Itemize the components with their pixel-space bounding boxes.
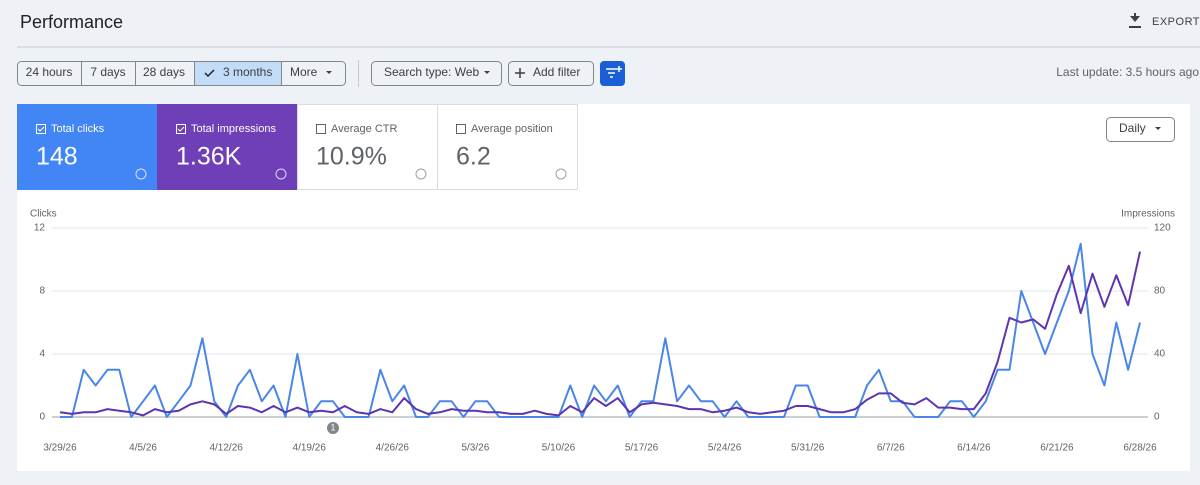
metric-label: Total impressions bbox=[191, 123, 276, 135]
y-tick-label: 0 bbox=[39, 412, 45, 423]
help-icon[interactable] bbox=[415, 168, 427, 180]
metric-label: Average CTR bbox=[331, 123, 397, 135]
help-icon[interactable] bbox=[555, 168, 567, 180]
checkbox bbox=[36, 124, 46, 134]
metric-label: Total clicks bbox=[51, 123, 105, 135]
export-icon bbox=[1129, 13, 1141, 28]
range-button[interactable]: 3 months bbox=[223, 65, 272, 79]
y2-tick-label: 0 bbox=[1154, 412, 1160, 423]
y-tick-label: 4 bbox=[39, 349, 45, 360]
range-button[interactable]: 24 hours bbox=[26, 65, 73, 79]
x-tick-label: 6/7/26 bbox=[877, 443, 905, 454]
card-bg bbox=[297, 104, 438, 190]
add-filter-button[interactable]: Add filter bbox=[508, 61, 594, 86]
x-tick-label: 5/17/26 bbox=[625, 443, 659, 454]
annotation-marker bbox=[327, 422, 339, 434]
y-tick-label: 12 bbox=[34, 223, 46, 234]
add-filter-label: Add filter bbox=[533, 65, 580, 79]
x-tick-label: 3/29/26 bbox=[43, 443, 77, 454]
y-axis-label: Clicks bbox=[30, 209, 57, 220]
x-tick-label: 6/28/26 bbox=[1123, 443, 1157, 454]
series-line bbox=[60, 242, 1141, 418]
x-tick-label: 6/14/26 bbox=[957, 443, 991, 454]
caret bbox=[484, 71, 490, 74]
x-tick-label: 4/19/26 bbox=[293, 443, 327, 454]
page-title: Performance bbox=[20, 12, 123, 32]
range-selected bbox=[194, 62, 281, 85]
range-button[interactable]: 7 days bbox=[90, 65, 125, 79]
range-button[interactable]: More bbox=[290, 65, 318, 79]
card-bg bbox=[17, 104, 157, 190]
help-icon[interactable] bbox=[135, 168, 147, 180]
export-button[interactable]: EXPORT bbox=[1129, 13, 1200, 28]
caret bbox=[1155, 127, 1161, 130]
annotation-label: 1 bbox=[330, 422, 335, 432]
range-group: 24 hours 7 days 28 days 3 months More bbox=[17, 61, 346, 86]
metric-card[interactable]: Average CTR 10.9% bbox=[297, 104, 438, 190]
x-tick-label: 4/26/26 bbox=[376, 443, 410, 454]
x-tick-label: 4/12/26 bbox=[209, 443, 243, 454]
dropdown-outline bbox=[1106, 117, 1175, 142]
metric-value: 10.9% bbox=[316, 143, 387, 171]
search-type-button[interactable]: Search type: Web bbox=[371, 61, 502, 86]
metric-label: Average position bbox=[471, 123, 553, 135]
checkbox bbox=[316, 124, 326, 134]
card-bg bbox=[437, 104, 578, 190]
check bbox=[177, 126, 185, 132]
check-icon bbox=[204, 69, 215, 78]
granularity-label: Daily bbox=[1119, 121, 1146, 135]
checkbox bbox=[456, 124, 466, 134]
granularity-dropdown[interactable]: Daily bbox=[1106, 117, 1175, 142]
metric-value: 1.36K bbox=[176, 143, 242, 171]
y-tick-label: 8 bbox=[39, 286, 45, 297]
button-outline bbox=[371, 61, 502, 86]
x-tick-label: 5/10/26 bbox=[542, 443, 576, 454]
checkbox bbox=[176, 124, 186, 134]
annotation[interactable]: 1 bbox=[327, 422, 339, 434]
metric-card[interactable]: Average position 6.2 bbox=[437, 104, 578, 190]
metric-card[interactable]: Total clicks 148 bbox=[17, 104, 157, 190]
filter-icon bbox=[606, 66, 622, 78]
card-bg bbox=[157, 104, 297, 190]
search-type-label: Search type: Web bbox=[384, 65, 479, 79]
y2-tick-label: 80 bbox=[1154, 286, 1166, 297]
help-icon[interactable] bbox=[275, 168, 287, 180]
export-label: EXPORT bbox=[1152, 16, 1200, 28]
range-button[interactable]: 28 days bbox=[143, 65, 185, 79]
y2-tick-label: 40 bbox=[1154, 349, 1166, 360]
caret bbox=[326, 71, 332, 74]
last-update: Last update: 3.5 hours ago bbox=[1056, 65, 1199, 79]
check bbox=[37, 126, 45, 132]
x-tick-label: 6/21/26 bbox=[1040, 443, 1074, 454]
series-line bbox=[59, 251, 1141, 417]
metric-card[interactable]: Total impressions 1.36K bbox=[157, 104, 297, 190]
y2-tick-label: 120 bbox=[1154, 223, 1171, 234]
panel bbox=[17, 104, 1190, 471]
metric-value: 6.2 bbox=[456, 143, 491, 171]
x-tick-label: 4/5/26 bbox=[129, 443, 157, 454]
y2-axis-label: Impressions bbox=[1121, 209, 1175, 220]
button-outline bbox=[508, 61, 594, 86]
x-tick-label: 5/3/26 bbox=[461, 443, 489, 454]
metric-value: 148 bbox=[36, 143, 78, 171]
x-tick-label: 5/24/26 bbox=[708, 443, 742, 454]
plus-icon bbox=[515, 68, 525, 78]
filter-settings-button[interactable] bbox=[600, 61, 625, 86]
x-tick-label: 5/31/26 bbox=[791, 443, 825, 454]
